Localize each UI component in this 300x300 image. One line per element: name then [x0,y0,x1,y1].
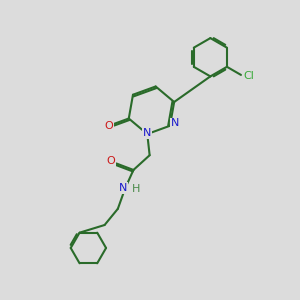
Text: N: N [119,183,127,193]
Text: N: N [142,128,151,138]
Text: N: N [171,118,179,128]
Text: Cl: Cl [244,70,255,80]
Text: H: H [132,184,141,194]
Text: O: O [107,156,116,166]
Text: O: O [104,121,113,131]
